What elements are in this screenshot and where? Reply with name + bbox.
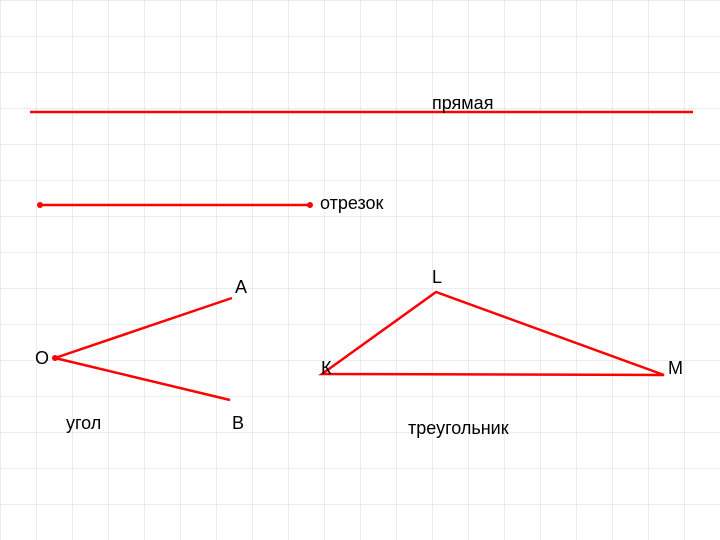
triangle-K-label: К xyxy=(321,358,332,379)
line-label: прямая xyxy=(432,93,493,114)
angle-ray1 xyxy=(55,298,232,358)
segment-endpoint-2 xyxy=(307,202,313,208)
triangle-M-label: М xyxy=(668,358,683,379)
triangle-label: треугольник xyxy=(408,418,509,439)
angle-vertex-endpoint xyxy=(52,355,58,361)
triangle-L-label: L xyxy=(432,267,442,288)
angle-ray-B-label: В xyxy=(232,413,244,434)
angle-ray-A-label: А xyxy=(235,277,247,298)
diagram-svg xyxy=(0,0,720,540)
triangle-shape xyxy=(322,292,664,375)
angle-vertex-O-label: О xyxy=(35,348,49,369)
angle-label: угол xyxy=(66,413,101,434)
angle-ray2 xyxy=(55,358,230,400)
segment-endpoint-1 xyxy=(37,202,43,208)
segment-label: отрезок xyxy=(320,193,383,214)
